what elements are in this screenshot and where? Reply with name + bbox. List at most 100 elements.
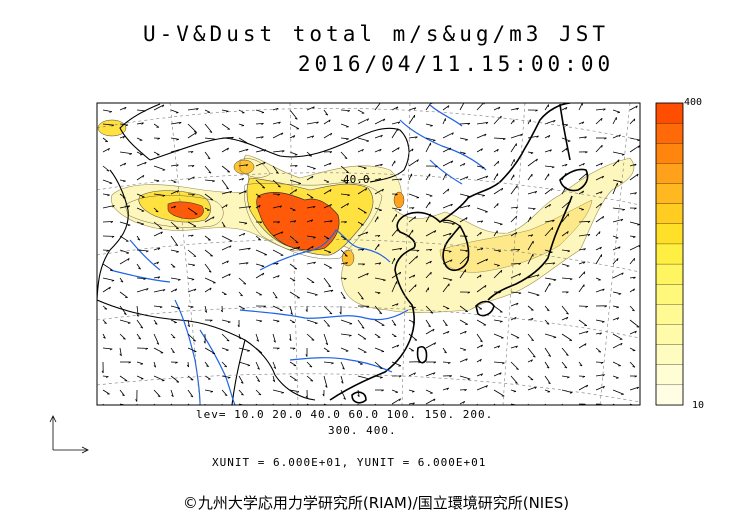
wind-vector <box>102 375 109 377</box>
wind-vector-head <box>634 192 637 195</box>
wind-vector <box>238 109 245 114</box>
wind-vector <box>340 389 346 400</box>
wind-vector <box>153 151 160 156</box>
wind-vector <box>510 119 515 125</box>
graticule-line <box>502 103 526 405</box>
wind-vector-head <box>428 325 431 328</box>
wind-vector-head <box>481 167 485 169</box>
wind-vector-head <box>313 261 316 265</box>
wind-vector-head <box>465 358 468 361</box>
wind-vector <box>323 263 332 269</box>
wind-vector <box>442 232 452 237</box>
wind-vector <box>340 361 345 370</box>
wind-vector <box>442 249 452 252</box>
wind-vector-head <box>565 163 568 167</box>
wind-vector-head <box>153 365 156 368</box>
wind-vector-head <box>273 340 276 343</box>
wind-vector-head <box>257 380 260 382</box>
wind-vector-head <box>433 372 436 375</box>
wind-vector <box>459 137 468 141</box>
wind-vector-head <box>347 194 350 197</box>
wind-vector <box>221 221 226 228</box>
wind-vector-head <box>258 393 262 396</box>
river-ob <box>129 239 161 271</box>
wind-vector <box>595 215 604 223</box>
wind-vector-head <box>449 147 452 151</box>
wind-vector <box>629 105 638 111</box>
wind-vector <box>187 288 197 293</box>
wind-vector <box>612 207 625 210</box>
border-russia <box>119 103 161 161</box>
wind-vector-head <box>177 307 180 310</box>
wind-vector-head <box>381 188 384 192</box>
wind-vector <box>629 244 640 251</box>
wind-vector <box>561 263 570 267</box>
korea-peninsula <box>442 225 470 272</box>
wind-vector <box>493 137 506 140</box>
wind-vector-head <box>377 292 381 295</box>
wind-vector <box>442 331 450 335</box>
wind-vector-head <box>586 330 589 334</box>
wind-vector <box>221 136 234 139</box>
wind-vector-head <box>430 125 433 127</box>
wind-vector <box>238 347 250 352</box>
wind-vector-head <box>485 175 489 179</box>
wind-vector <box>493 187 504 195</box>
wind-vector-head <box>584 136 587 139</box>
wind-vector <box>442 221 455 225</box>
wind-vector-head <box>548 135 551 138</box>
wind-vector <box>119 135 125 139</box>
wind-vector <box>340 202 349 209</box>
wind-vector-head <box>634 207 637 210</box>
wind-vector-head <box>485 122 489 125</box>
wind-vector <box>629 361 636 368</box>
wind-vector-head <box>298 183 301 185</box>
wind-vector-head <box>636 386 640 390</box>
wind-vector-head <box>552 219 555 223</box>
wind-vector-head <box>143 110 146 113</box>
wind-vector <box>272 121 281 125</box>
wind-vector <box>476 148 483 153</box>
wind-vector-head <box>418 361 421 364</box>
wind-vector <box>238 178 244 181</box>
wind-vector-head <box>124 162 127 166</box>
wind-vector <box>289 179 301 184</box>
wind-vector-head <box>310 380 313 382</box>
wind-vector <box>561 186 567 195</box>
wind-vector-head <box>378 262 382 265</box>
wind-vector-head <box>157 395 161 398</box>
wind-vector <box>459 389 467 391</box>
wind-vector-head <box>119 353 122 357</box>
graticule-line <box>289 103 299 405</box>
wind-vector-head <box>209 131 213 133</box>
wind-vector-head <box>145 250 149 253</box>
wind-vector-head <box>111 236 115 238</box>
wind-vector <box>272 231 284 237</box>
wind-vector <box>442 147 452 153</box>
wind-vector <box>238 164 249 167</box>
wind-vector <box>595 246 602 251</box>
wind-vector-head <box>261 112 265 114</box>
wind-vector <box>544 203 551 209</box>
wind-vector <box>527 253 534 265</box>
wind-vector <box>391 361 402 367</box>
river-pearl <box>289 357 393 373</box>
wind-vector <box>306 206 316 209</box>
wind-vector <box>272 107 279 111</box>
wind-vector <box>323 203 332 209</box>
wind-vector-head <box>499 223 503 226</box>
wind-vector-head <box>396 344 400 348</box>
wind-vector <box>476 207 488 213</box>
wind-vector-head <box>566 291 569 294</box>
wind-vector-head <box>208 270 212 273</box>
wind-vector-head <box>325 113 328 116</box>
wind-vector <box>595 288 605 293</box>
wind-vector-head <box>447 362 451 364</box>
wind-vector <box>459 122 470 125</box>
wind-vector <box>272 150 285 153</box>
colorbar-band <box>655 384 684 406</box>
wind-vector-head <box>279 205 282 208</box>
wind-vector <box>221 333 230 342</box>
wind-vector-head <box>329 162 332 166</box>
wind-vector-head <box>305 395 308 399</box>
